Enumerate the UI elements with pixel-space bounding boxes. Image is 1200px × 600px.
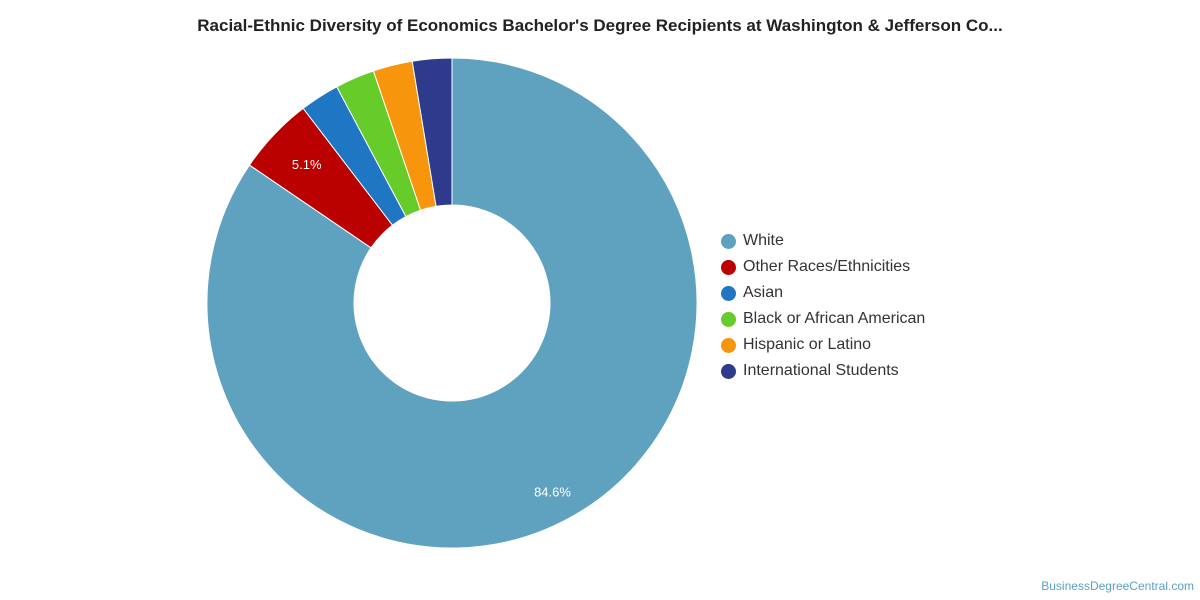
chart-title: Racial-Ethnic Diversity of Economics Bac… xyxy=(197,16,1003,35)
donut-slices xyxy=(206,57,698,549)
legend-swatch xyxy=(721,233,736,249)
chart-legend: White Other Races/Ethnicities Asian Black o… xyxy=(721,228,925,384)
legend-item[interactable]: Hispanic or Latino xyxy=(721,332,925,358)
legend-label: Black or African American xyxy=(743,310,926,327)
legend-item[interactable]: White xyxy=(721,228,925,254)
legend-label: White xyxy=(743,232,784,249)
legend-label: Asian xyxy=(743,284,784,301)
slice-international-students xyxy=(411,57,453,207)
legend-label: Other Races/Ethnicities xyxy=(743,258,911,275)
slice-white xyxy=(206,57,698,549)
data-label: 5.1% xyxy=(292,157,322,172)
legend-swatch xyxy=(721,337,736,353)
legend-swatch xyxy=(721,311,736,327)
legend-swatch xyxy=(721,259,736,275)
legend-label: International Students xyxy=(743,362,899,379)
data-labels: 84.6% 5.1% xyxy=(292,157,571,500)
legend-item[interactable]: International Students xyxy=(721,358,925,384)
legend-swatch xyxy=(721,285,736,301)
legend-swatch xyxy=(721,363,736,379)
data-label: 84.6% xyxy=(534,484,571,499)
legend-item[interactable]: Asian xyxy=(721,280,925,306)
legend-item[interactable]: Other Races/Ethnicities xyxy=(721,254,925,280)
watermark: BusinessDegreeCentral.com xyxy=(1041,579,1194,593)
legend-item[interactable]: Black or African American xyxy=(721,306,925,332)
legend-label: Hispanic or Latino xyxy=(743,336,872,353)
